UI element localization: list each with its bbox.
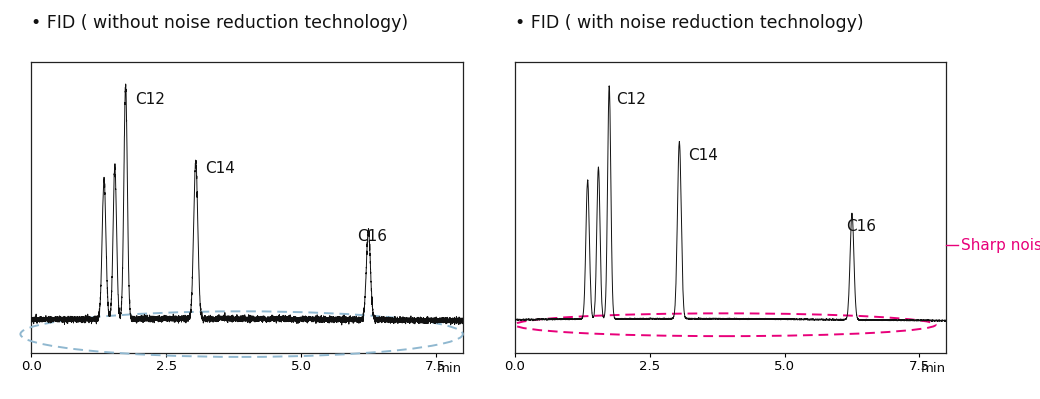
Text: • FID ( with noise reduction technology): • FID ( with noise reduction technology) — [515, 14, 863, 32]
Text: • FID ( without noise reduction technology): • FID ( without noise reduction technolo… — [31, 14, 409, 32]
Text: C16: C16 — [847, 219, 876, 234]
Text: Sharp noise reduction: Sharp noise reduction — [961, 238, 1040, 253]
Text: C14: C14 — [205, 161, 235, 176]
Text: C14: C14 — [688, 148, 719, 163]
Text: C16: C16 — [358, 229, 388, 244]
Text: min: min — [920, 362, 945, 375]
Text: C12: C12 — [617, 93, 646, 107]
Text: C12: C12 — [135, 93, 164, 107]
Text: min: min — [437, 362, 462, 375]
